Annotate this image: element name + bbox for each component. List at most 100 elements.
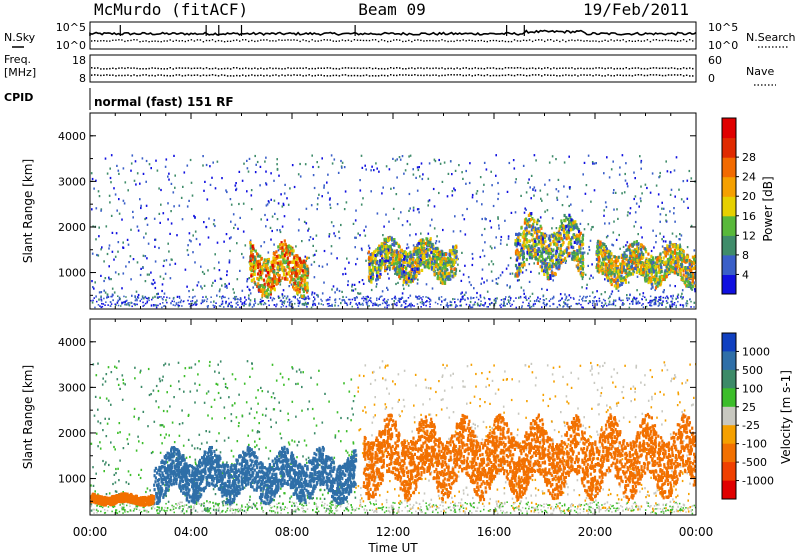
scatter-cell [509, 256, 512, 260]
data-cell [278, 267, 281, 272]
nave-point [450, 74, 452, 76]
scatter-cell [196, 284, 199, 287]
ground-scatter-cell [221, 296, 223, 298]
ground-scatter-cell [328, 302, 330, 305]
data-cell [581, 240, 584, 244]
data-cell [539, 240, 542, 244]
scatter-cell [331, 162, 334, 165]
station-title: McMurdo (fitACF) [94, 0, 248, 19]
data-cell [553, 242, 556, 246]
scatter-cell [608, 300, 611, 303]
ground-scatter-cell [196, 303, 198, 306]
ground-scatter-cell [455, 304, 457, 306]
data-cell [539, 224, 542, 228]
ground-scatter-cell [397, 299, 399, 302]
data-cell [581, 261, 585, 265]
data-cell [392, 258, 395, 262]
data-cell [391, 261, 394, 265]
data-cell [429, 241, 432, 245]
nave-point [685, 74, 688, 76]
data-cell [303, 266, 306, 270]
data-cell [414, 261, 417, 265]
ground-scatter-cell [602, 298, 605, 301]
ground-scatter-cell [553, 296, 555, 299]
ground-scatter-cell [206, 300, 208, 303]
data-cell [420, 255, 424, 259]
data-cell [302, 260, 305, 264]
scatter-cell [415, 233, 417, 236]
search-noise-point [649, 40, 652, 43]
freq-point [190, 67, 193, 70]
nave-point [181, 75, 184, 77]
freq-point [326, 67, 329, 69]
noise-left-tick-top: 10^5 [56, 21, 86, 34]
scatter-cell [499, 242, 502, 245]
search-noise-point [438, 40, 440, 42]
search-noise-point [148, 41, 150, 43]
scatter-cell [234, 223, 237, 226]
scatter-cell [202, 164, 204, 167]
scatter-cell [344, 272, 347, 275]
data-cell [296, 269, 299, 273]
scatter-cell [214, 253, 216, 256]
data-cell [515, 258, 519, 262]
nave-point [574, 74, 576, 76]
data-cell [261, 265, 264, 270]
nave-point [217, 75, 220, 77]
search-noise-point [175, 39, 177, 42]
scatter-cell [629, 212, 631, 215]
ground-scatter-cell [162, 298, 164, 301]
freq-point [175, 67, 178, 69]
ground-scatter-cell [559, 299, 562, 302]
scatter-cell [530, 174, 533, 177]
search-noise-point [568, 39, 570, 42]
scatter-cell [460, 279, 463, 282]
scatter-cell [673, 212, 675, 215]
scatter-cell [528, 178, 530, 181]
scatter-cell [230, 236, 232, 239]
scatter-cell [690, 224, 693, 227]
freq-point [344, 67, 347, 69]
data-cell [296, 288, 299, 292]
data-cell [581, 236, 584, 240]
search-noise-point [682, 39, 685, 41]
ground-scatter-cell [178, 304, 181, 307]
data-cell [272, 256, 275, 260]
ground-scatter-cell [384, 306, 386, 309]
ground-scatter-cell [370, 300, 372, 302]
scatter-cell [451, 173, 453, 176]
scatter-cell [91, 280, 93, 283]
scatter-cell [551, 227, 553, 230]
search-noise-point [562, 39, 564, 41]
nave-point [317, 74, 319, 76]
data-cell [554, 272, 557, 276]
scatter-cell [603, 214, 605, 217]
ground-scatter-cell [117, 304, 120, 307]
scatter-cell [281, 294, 284, 297]
ground-scatter-cell [529, 306, 531, 309]
scatter-cell [355, 236, 357, 239]
data-cell [577, 257, 581, 261]
freq-point [528, 67, 531, 70]
nave-point [293, 74, 295, 76]
freq-point [664, 67, 667, 69]
scatter-cell [489, 298, 491, 301]
data-cell [367, 250, 370, 254]
scatter-cell [375, 162, 377, 165]
freq-point [489, 67, 492, 69]
freq-point [492, 67, 495, 69]
data-cell [665, 272, 668, 277]
scatter-cell [619, 166, 621, 169]
scatter-cell [317, 165, 320, 169]
scatter-cell [152, 279, 155, 282]
search-noise-point [157, 40, 159, 43]
data-cell [625, 272, 628, 276]
data-cell [387, 265, 390, 269]
scatter-cell [121, 287, 123, 290]
ground-scatter-cell [119, 298, 121, 300]
ground-scatter-cell [285, 305, 288, 308]
scatter-cell [141, 157, 144, 160]
search-noise-point [97, 40, 99, 42]
scatter-cell [673, 207, 675, 210]
ground-scatter-cell [381, 295, 383, 298]
